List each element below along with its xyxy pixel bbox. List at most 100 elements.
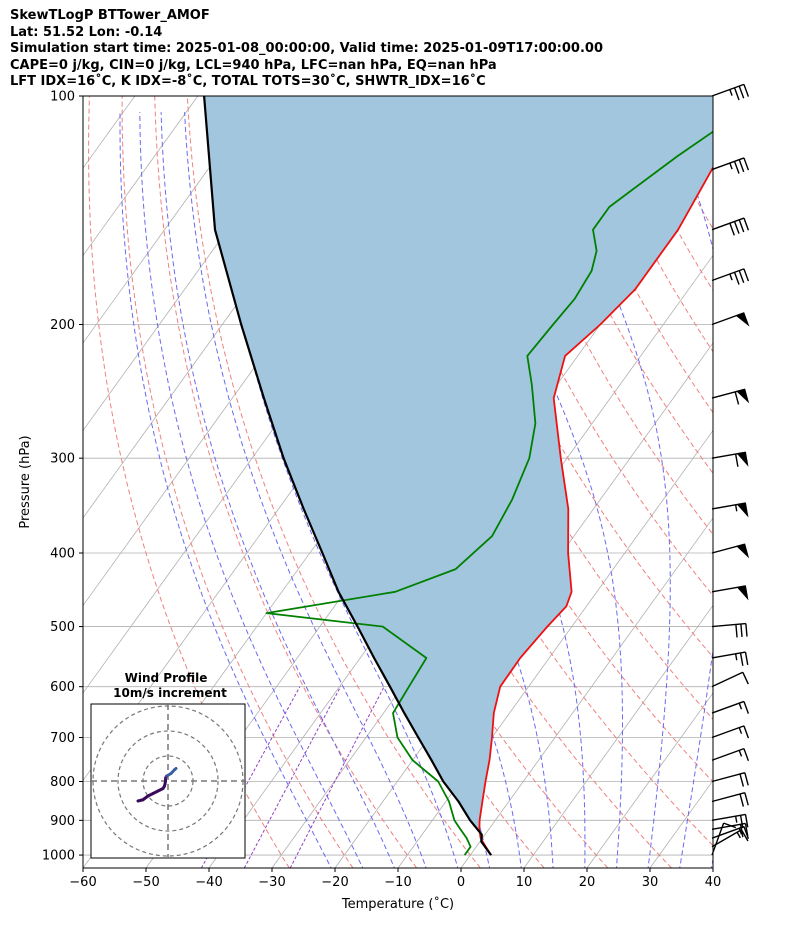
mixing-ratio-line: [289, 686, 385, 868]
barb-feather: [743, 701, 750, 714]
isotherm-line: [712, 867, 713, 868]
barb-flag: [736, 502, 749, 518]
barb-feather: [739, 652, 744, 666]
y-tick-label: 1000: [42, 849, 75, 864]
y-tick-label: 600: [50, 680, 75, 695]
y-tick-label: 700: [50, 731, 75, 746]
isotherm-line: [0, 96, 9, 868]
wind-barb: [711, 813, 749, 829]
dry-adiabat: [775, 96, 794, 868]
y-tick-label: 300: [50, 452, 75, 467]
mixing-ratio-line: [243, 686, 342, 868]
wind-barb: [711, 725, 750, 739]
moist-adiabat: [119, 112, 332, 868]
barb-half-feather: [734, 816, 738, 823]
chart-title: SkewTLogP BTTower_AMOF: [10, 8, 210, 23]
index-line: LFT IDX=16˚C, K IDX=-8˚C, TOTAL TOTS=30˚…: [10, 74, 486, 89]
x-tick-label: −40: [195, 875, 222, 890]
barb-shaft: [711, 268, 745, 282]
x-tick-label: −30: [258, 875, 285, 890]
wind-barb: [711, 772, 749, 787]
moist-adiabat: [449, 111, 623, 868]
barb-shaft: [711, 725, 745, 739]
x-tick-label: 0: [457, 875, 465, 890]
cape-cin-shading: [204, 96, 713, 856]
barb-half-feather: [729, 273, 733, 281]
isotherm-line: [460, 517, 713, 868]
barb-feather: [743, 217, 750, 231]
inset-subtitle: 10m/s increment: [113, 686, 227, 700]
barb-feather: [740, 623, 743, 638]
barb-feather: [744, 772, 749, 786]
barb-shaft: [711, 157, 745, 171]
barb-shaft: [711, 671, 744, 688]
axes: −60 −50 −40 −30 −20 −10 0 10 20 30 40 100 200 300 400 5…: [42, 90, 721, 891]
barb-half-feather: [729, 162, 733, 170]
barb-shaft: [711, 822, 725, 856]
dry-adiabat: [88, 96, 290, 868]
chart-header: SkewTLogP BTTower_AMOF Lat: 51.52 Lon: -…: [10, 8, 603, 91]
barb-shaft: [711, 700, 745, 714]
x-tick-label: −20: [321, 875, 348, 890]
y-axis-label: Pressure (hPa): [18, 435, 33, 528]
x-tick-label: −60: [69, 875, 96, 890]
barb-half-feather: [738, 702, 743, 710]
dewpoint-profile: [265, 130, 713, 856]
barb-feather: [733, 221, 740, 234]
barb-half-feather: [734, 504, 738, 512]
barb-half-feather: [738, 828, 743, 835]
wind-barbs: [711, 83, 750, 856]
barb-feather: [738, 219, 745, 233]
isotherm-line: [586, 692, 713, 868]
isotherm-line: [776, 96, 794, 868]
barb-feather: [744, 651, 749, 666]
hodograph-segment: [136, 798, 145, 803]
barb-half-feather: [738, 727, 743, 734]
wind-barb: [711, 671, 749, 688]
dry-adiabat: [447, 96, 713, 597]
barb-feather: [738, 159, 745, 173]
barb-flag: [736, 388, 750, 404]
x-tick-label: 30: [642, 875, 659, 890]
barb-shaft: [711, 825, 745, 839]
barb-feather: [744, 823, 749, 837]
y-tick-label: 400: [50, 547, 75, 562]
barb-feather: [735, 624, 738, 638]
wind-barb: [711, 825, 750, 839]
barb-feather: [739, 773, 745, 787]
barb-feather: [729, 222, 735, 236]
moist-adiabat: [160, 112, 395, 868]
moist-adiabat: [139, 112, 364, 868]
x-tick-label: 10: [516, 875, 533, 890]
barb-feather: [743, 157, 750, 171]
barb-shaft: [711, 217, 745, 231]
barb-feather: [739, 815, 744, 829]
wind-barb: [711, 622, 748, 638]
dry-adiabat: [708, 96, 713, 104]
barb-feather: [744, 814, 749, 828]
dry-adiabat: [513, 96, 713, 475]
wind-barb: [711, 651, 749, 666]
y-tick-label: 900: [50, 814, 75, 829]
barb-feather: [733, 272, 740, 285]
barb-shaft: [711, 622, 746, 628]
barb-flag: [736, 543, 750, 559]
wind-barb: [711, 543, 750, 559]
temperature-profile: [478, 165, 713, 856]
wind-profile-inset: Wind Profile 10m/s increment: [90, 671, 246, 859]
barb-feather: [734, 453, 739, 467]
wind-barb: [711, 157, 750, 174]
wind-barb: [711, 502, 749, 518]
wind-barb: [711, 451, 749, 467]
y-tick-label: 200: [50, 318, 75, 333]
barb-feather: [733, 161, 740, 174]
wind-barb: [711, 388, 750, 405]
moist-adiabat: [210, 112, 459, 868]
y-tick-label: 800: [50, 775, 75, 790]
hodograph-ring: [117, 730, 219, 832]
barb-feather: [744, 792, 749, 806]
wind-barb: [711, 822, 737, 856]
barb-feather: [738, 85, 745, 99]
barb-feather: [742, 672, 749, 685]
